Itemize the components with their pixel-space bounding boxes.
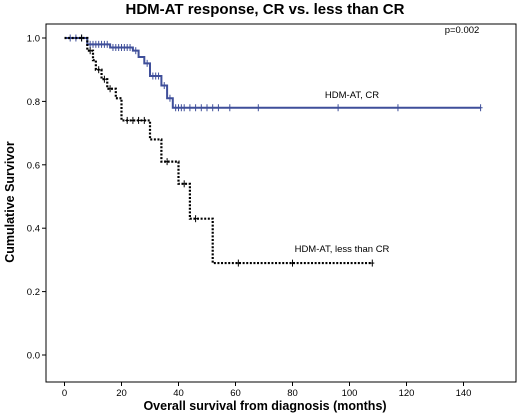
- series-label-cr: HDM-AT, CR: [325, 90, 379, 101]
- censor-mark: [182, 104, 187, 112]
- y-tick-label: 0.8: [27, 97, 40, 108]
- p-value-annotation: p=0.002: [445, 25, 480, 36]
- chart-title: HDM-AT response, CR vs. less than CR: [126, 1, 405, 18]
- censor-mark: [336, 104, 341, 112]
- plot-frame: [45, 23, 517, 383]
- x-tick-label: 120: [399, 388, 415, 399]
- censor-mark: [193, 215, 198, 223]
- censor-mark: [142, 116, 147, 124]
- censor-mark: [156, 72, 161, 80]
- censor-mark: [216, 104, 221, 112]
- censor-mark: [96, 66, 101, 74]
- censor-mark: [227, 104, 232, 112]
- censor-mark: [193, 104, 198, 112]
- x-tick-label: 100: [342, 388, 358, 399]
- censor-mark: [210, 104, 215, 112]
- censor-mark: [130, 116, 135, 124]
- censor-mark: [478, 104, 483, 112]
- censor-mark: [145, 59, 150, 67]
- censor-mark: [199, 104, 204, 112]
- series-line-less-than-cr: [64, 36, 373, 265]
- censor-mark: [236, 259, 241, 267]
- censor-mark: [256, 104, 261, 112]
- y-tick-label: 0.6: [27, 160, 40, 171]
- x-axis-title: Overall survival from diagnosis (months): [143, 399, 386, 413]
- censor-mark: [162, 82, 167, 90]
- x-tick-label: 140: [456, 388, 472, 399]
- y-tick-label: 1.0: [27, 34, 40, 45]
- y-tick-label: 0.4: [27, 224, 40, 235]
- series-line-cr: [64, 37, 481, 109]
- censor-mark: [167, 94, 172, 102]
- series-label-less-than-cr: HDM-AT, less than CR: [295, 244, 390, 255]
- censor-mark: [187, 104, 192, 112]
- x-tick-label: 40: [173, 388, 184, 399]
- censor-mark: [165, 158, 170, 166]
- censor-mark: [370, 259, 375, 267]
- censor-mark: [102, 75, 107, 83]
- censor-mark: [128, 44, 133, 52]
- y-axis-title: Cumulative Survivor: [3, 141, 17, 263]
- censor-mark: [79, 34, 84, 42]
- censor-mark: [125, 116, 130, 124]
- x-tick-label: 20: [116, 388, 127, 399]
- censor-mark: [205, 104, 209, 112]
- x-tick-label: 80: [287, 388, 298, 399]
- censor-mark: [182, 180, 187, 188]
- censor-mark: [133, 47, 138, 55]
- x-tick-label: 60: [230, 388, 241, 399]
- y-tick-label: 0.0: [27, 351, 40, 362]
- x-tick-label: 0: [62, 388, 67, 399]
- censor-mark: [290, 259, 295, 267]
- censor-mark: [395, 104, 400, 112]
- y-tick-label: 0.2: [27, 287, 40, 298]
- censor-mark: [108, 85, 113, 93]
- censor-mark: [88, 47, 93, 55]
- censor-mark: [136, 116, 141, 124]
- censor-mark: [105, 40, 110, 48]
